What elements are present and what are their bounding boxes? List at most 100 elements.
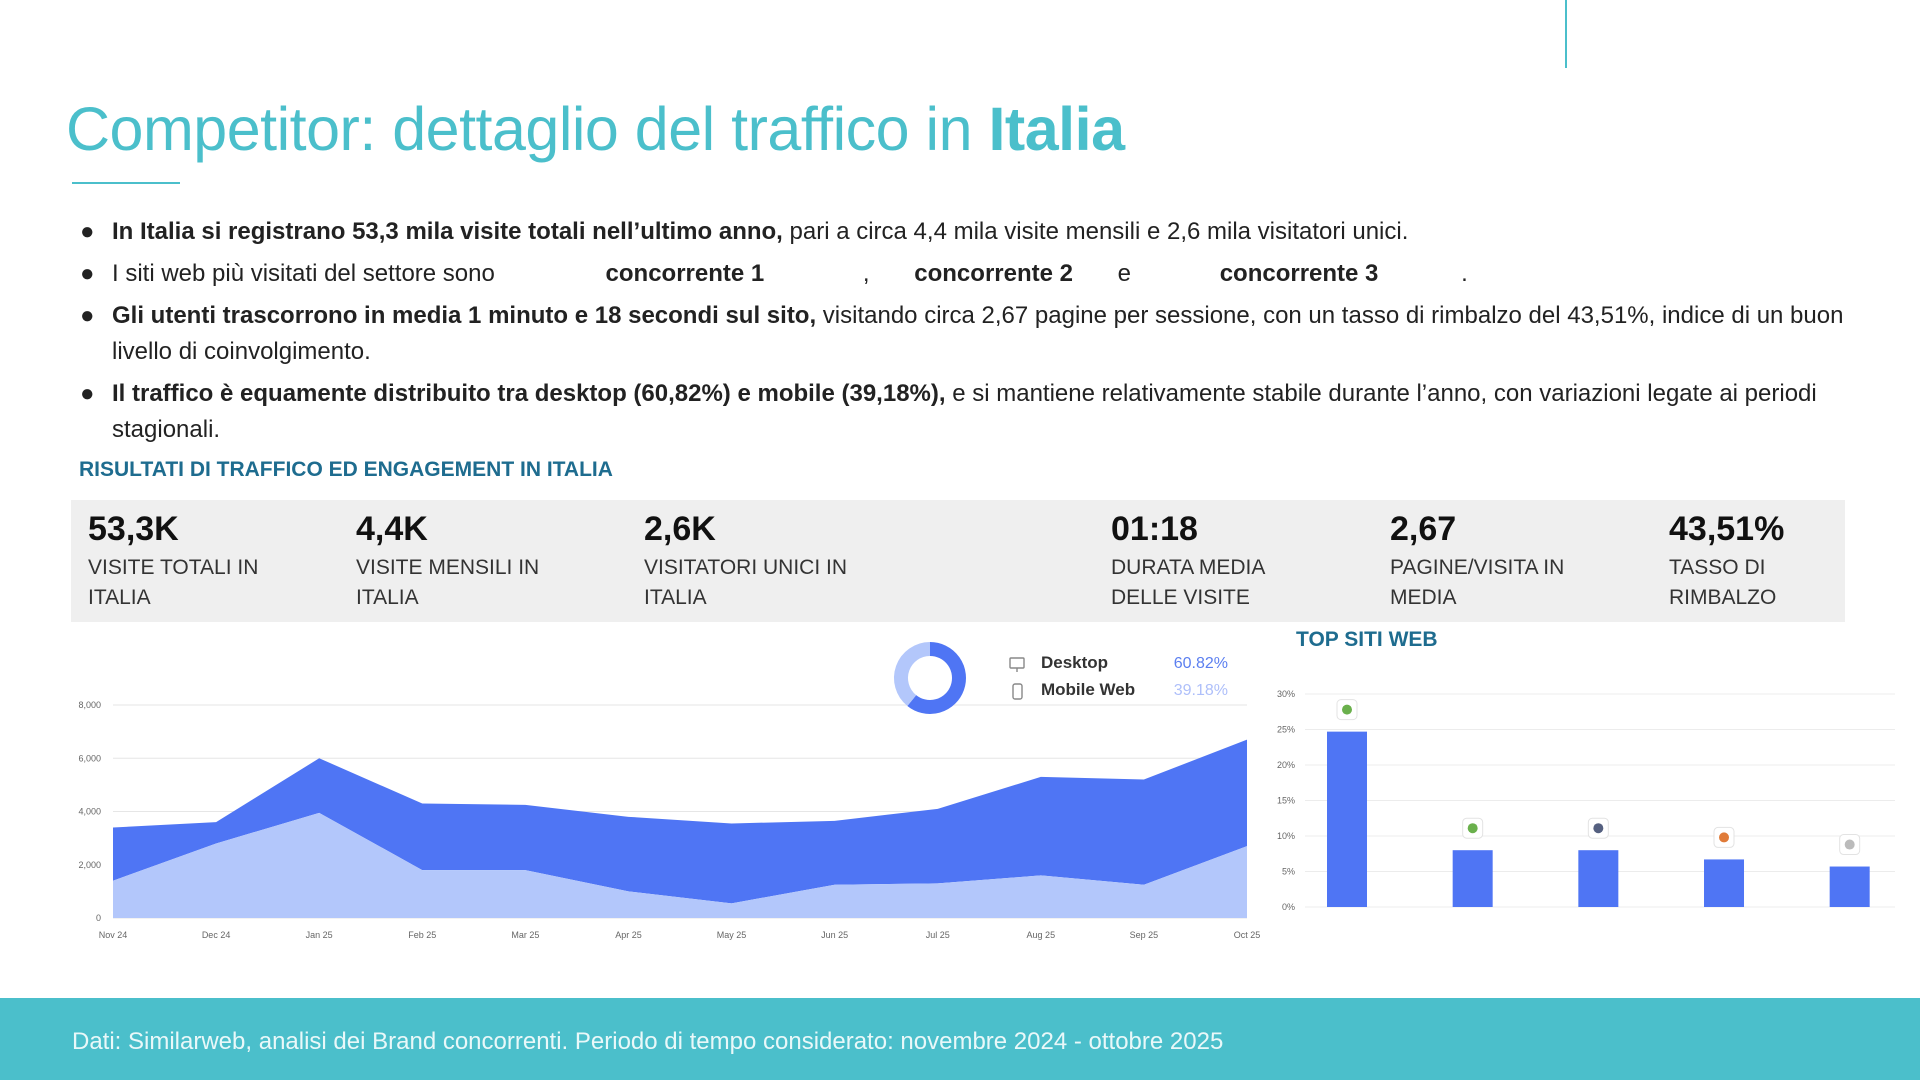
bullet-1-text: pari a circa 4,4 mila visite mensili e 2… — [782, 218, 1409, 245]
x-tick-label: Sep 25 — [1130, 930, 1159, 940]
desktop-icon — [1009, 657, 1025, 669]
x-tick-label: Aug 25 — [1027, 930, 1056, 940]
bullet-4-text: e si mantiene relativamente stabile dura… — [112, 380, 1817, 443]
kpi-monthly-visits: 4,4K VISITE MENSILI IN ITALIA — [356, 510, 539, 613]
x-tick-label: Feb 25 — [408, 930, 436, 940]
kpi-unique-visitors: 2,6K VISITATORI UNICI IN ITALIA — [644, 510, 847, 613]
y-tick-label: 20% — [1277, 760, 1295, 770]
kpi-value: 4,4K — [356, 510, 428, 548]
bullet-dot-icon: ● — [80, 218, 95, 245]
y-tick-label: 2,000 — [78, 860, 101, 870]
bullet-dot-icon: ● — [80, 260, 95, 287]
series-area-mobile — [113, 812, 1247, 918]
kpi-panel: 53,3K VISITE TOTALI IN ITALIA 4,4K VISITE… — [71, 500, 1845, 622]
kpi-label-line2: MEDIA — [1390, 586, 1457, 609]
y-tick-label: 0 — [96, 913, 101, 923]
bar-site-5 — [1829, 866, 1870, 907]
series-area-desktop — [113, 739, 1247, 904]
bullet-2-text: I siti web più visitati del settore sono — [112, 260, 495, 287]
bullet-2-period: . — [1461, 260, 1468, 287]
kpi-label-line2: ITALIA — [644, 586, 707, 609]
kpi-label-line1: VISITE MENSILI IN — [356, 556, 540, 579]
kpi-label: VISITATORI UNICI IN ITALIA — [644, 553, 847, 613]
bullet-1-bold: In Italia si registrano 53,3 mila visite… — [112, 218, 783, 245]
kpi-label-line1: PAGINE/VISITA IN — [1390, 556, 1565, 579]
bullet-2-comma: , — [862, 260, 870, 287]
kpi-label-line2: DELLE VISITE — [1111, 586, 1250, 609]
y-tick-label: 5% — [1282, 867, 1295, 877]
mobile-icon — [1012, 683, 1023, 700]
y-tick-label: 6,000 — [78, 753, 101, 763]
donut-slice-mobile — [894, 642, 931, 706]
bar-site-2 — [1452, 850, 1493, 907]
x-tick-label: Jan 25 — [306, 930, 333, 940]
bullet-dot-icon: ● — [80, 302, 95, 329]
bullet-3-bold: Gli utenti trascorrono in media 1 minuto… — [112, 302, 817, 329]
kpi-label-line2: ITALIA — [88, 586, 151, 609]
bullet-2: ● I siti web più visitati del settore so… — [80, 256, 1860, 292]
kpi-value: 2,67 — [1390, 510, 1457, 548]
y-tick-label: 15% — [1277, 796, 1295, 806]
x-tick-label: Dec 24 — [202, 930, 231, 940]
kpi-total-visits: 53,3K VISITE TOTALI IN ITALIA — [88, 510, 258, 613]
bullet-1: ● In Italia si registrano 53,3 mila visi… — [80, 214, 1860, 250]
kpi-avg-duration: 01:18 DURATA MEDIA DELLE VISITE — [1111, 510, 1265, 613]
legend-label: Desktop — [1041, 653, 1108, 672]
y-tick-label: 30% — [1277, 689, 1295, 699]
title-underline — [72, 182, 180, 184]
footer-bar: Dati: Similarweb, analisi dei Brand conc… — [0, 998, 1920, 1080]
legend-value: 60.82% — [1174, 655, 1228, 672]
legend-value: 39.18% — [1174, 682, 1228, 699]
traffic-area-chart: 0 2,000 4,000 6,000 8,000 Nov 24 Dec 24 Jan 25 F… — [78, 642, 1260, 940]
x-tick-label: Jul 25 — [926, 930, 950, 940]
y-tick-label: 25% — [1277, 725, 1295, 735]
top-sites-bar-chart: 0% 5% 10% 15% 20% 25% 30% — [1277, 689, 1895, 912]
x-tick-label: Apr 25 — [615, 930, 642, 940]
kpi-label: PAGINE/VISITA IN MEDIA — [1390, 553, 1564, 613]
bullet-4-bold: Il traffico è equamente distribuito tra … — [112, 380, 946, 407]
x-tick-label: Nov 24 — [99, 930, 128, 940]
kpi-label: DURATA MEDIA DELLE VISITE — [1111, 553, 1265, 613]
kpi-label: VISITE MENSILI IN ITALIA — [356, 553, 539, 613]
y-tick-label: 0% — [1282, 902, 1295, 912]
site-favicon-mark-icon — [1342, 704, 1352, 715]
top-sites-title: TOP SITI WEB — [1296, 628, 1438, 651]
legend-label: Mobile Web — [1041, 680, 1135, 699]
site-favicon-mark-icon — [1844, 839, 1855, 850]
donut-slice-desktop — [907, 642, 966, 714]
x-tick-label: May 25 — [717, 930, 747, 940]
x-tick-label: Oct 25 — [1234, 930, 1260, 940]
top-divider-line — [1565, 0, 1567, 68]
bullet-3-text: visitando circa 2,67 pagine per sessione… — [112, 302, 1844, 365]
bullet-4: ● Il traffico è equamente distribuito tr… — [80, 376, 1860, 448]
kpi-bounce-rate: 43,51% TASSO DI RIMBALZO — [1669, 510, 1784, 613]
section-title: RISULTATI DI TRAFFICO ED ENGAGEMENT IN I… — [79, 458, 613, 481]
bar-site-1 — [1327, 731, 1367, 907]
footer-source-text: Dati: Similarweb, analisi dei Brand conc… — [72, 1028, 1224, 1055]
bullet-dot-icon: ● — [80, 380, 95, 407]
site-favicon-mark-icon — [1593, 823, 1604, 834]
competitor-2-label: concorrente 2 — [914, 260, 1073, 287]
kpi-label-line1: DURATA MEDIA — [1111, 556, 1266, 579]
kpi-label-line1: VISITATORI UNICI IN — [644, 556, 848, 579]
bar-site-3 — [1578, 850, 1619, 907]
site-favicon-mark-icon — [1719, 832, 1730, 843]
page-title: Competitor: dettaglio del traffico in It… — [66, 94, 1125, 164]
competitor-3-label: concorrente 3 — [1219, 260, 1379, 287]
kpi-label-line2: RIMBALZO — [1669, 586, 1777, 609]
page-title-prefix: Competitor: dettaglio del traffico in — [66, 95, 989, 163]
kpi-label: TASSO DI RIMBALZO — [1669, 553, 1784, 613]
kpi-value: 01:18 — [1111, 510, 1198, 548]
y-tick-label: 10% — [1277, 831, 1295, 841]
competitor-1-label: concorrente 1 — [605, 260, 765, 287]
y-tick-label: 4,000 — [78, 807, 101, 817]
bar-site-4 — [1704, 859, 1745, 907]
kpi-pages-per-visit: 2,67 PAGINE/VISITA IN MEDIA — [1390, 510, 1564, 613]
kpi-label-line2: ITALIA — [356, 586, 419, 609]
site-favicon-mark-icon — [1467, 823, 1478, 834]
kpi-value: 53,3K — [88, 510, 179, 548]
bullet-2-and: e — [1117, 260, 1132, 287]
x-tick-label: Mar 25 — [511, 930, 539, 940]
kpi-value: 2,6K — [644, 510, 716, 548]
bullet-list: ● In Italia si registrano 53,3 mila visi… — [80, 214, 1860, 454]
